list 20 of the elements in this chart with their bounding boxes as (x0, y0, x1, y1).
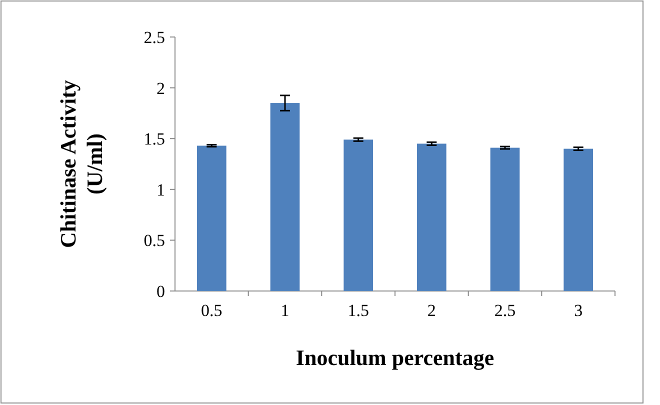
x-tick-label: 1.5 (348, 301, 369, 320)
x-axis-title: Inoculum percentage (296, 345, 494, 370)
y-tick-label: 1.5 (144, 130, 165, 149)
y-tick-label: 1 (156, 180, 165, 200)
bar (270, 103, 300, 291)
x-tick-label: 3 (574, 301, 583, 320)
bar (344, 140, 373, 291)
bar (490, 148, 520, 291)
x-tick-label: 2 (427, 301, 436, 320)
x-tick-label: 1 (280, 301, 290, 320)
y-tick-label: 2 (156, 78, 165, 98)
y-tick-label: 0.5 (144, 231, 165, 250)
x-tick-label: 2.5 (494, 301, 516, 320)
bar (417, 144, 446, 291)
x-tick-label: 0.5 (201, 301, 222, 320)
bar (564, 148, 593, 291)
y-tick-label: 2.5 (144, 28, 165, 47)
bar (197, 146, 226, 291)
y-axis-title: Chitinase Activity (U/ml) (56, 80, 107, 248)
y-tick-label: 0 (156, 282, 165, 301)
